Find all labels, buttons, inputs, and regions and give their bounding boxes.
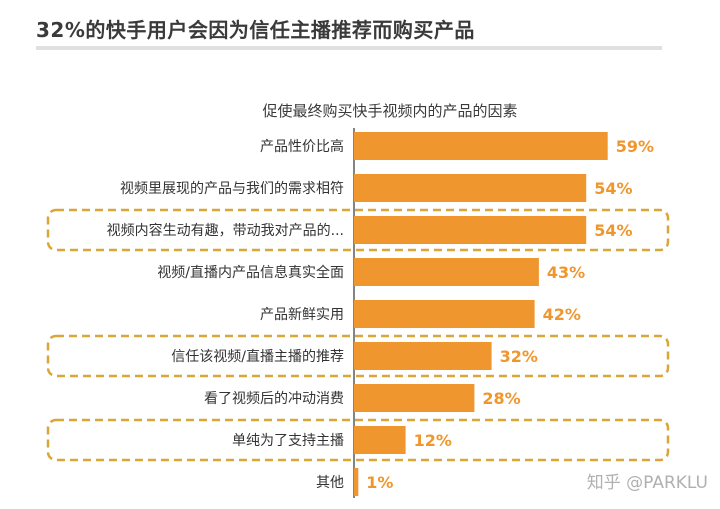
bar	[354, 426, 406, 454]
value-label: 54%	[594, 221, 632, 240]
page-title: 32%的快手用户会因为信任主播推荐而购买产品	[36, 18, 475, 42]
bar	[354, 216, 587, 244]
value-label: 42%	[543, 305, 581, 324]
category-label: 视频里展现的产品与我们的需求相符	[120, 181, 344, 197]
chart-title: 促使最终购买快手视频内的产品的因素	[262, 102, 518, 120]
value-label: 43%	[547, 263, 585, 282]
bar	[354, 174, 587, 202]
category-label: 产品新鲜实用	[260, 307, 344, 323]
value-label: 1%	[366, 473, 393, 492]
highlight-box	[46, 208, 670, 252]
highlight-box	[46, 334, 670, 378]
value-label: 28%	[482, 389, 520, 408]
value-label: 54%	[594, 179, 632, 198]
category-label: 其他	[316, 475, 344, 491]
bar	[354, 300, 535, 328]
bar	[354, 258, 539, 286]
category-label: 信任该视频/直播主播的推荐	[171, 348, 344, 365]
value-label: 12%	[414, 431, 452, 450]
highlight-box	[46, 418, 670, 462]
bar	[354, 342, 492, 370]
title-divider	[36, 46, 662, 50]
value-label: 32%	[500, 347, 538, 366]
value-label: 59%	[616, 137, 654, 156]
bar	[354, 132, 608, 160]
category-label: 单纯为了支持主播	[232, 433, 344, 449]
watermark: 知乎 @PARKLU	[586, 473, 708, 493]
category-label: 视频/直播内产品信息真实全面	[157, 264, 344, 281]
bar	[354, 384, 475, 412]
category-label: 视频内容生动有趣，带动我对产品的...	[107, 222, 344, 239]
bar	[354, 468, 359, 496]
category-label: 看了视频后的冲动消费	[204, 391, 344, 407]
category-label: 产品性价比高	[260, 138, 344, 155]
